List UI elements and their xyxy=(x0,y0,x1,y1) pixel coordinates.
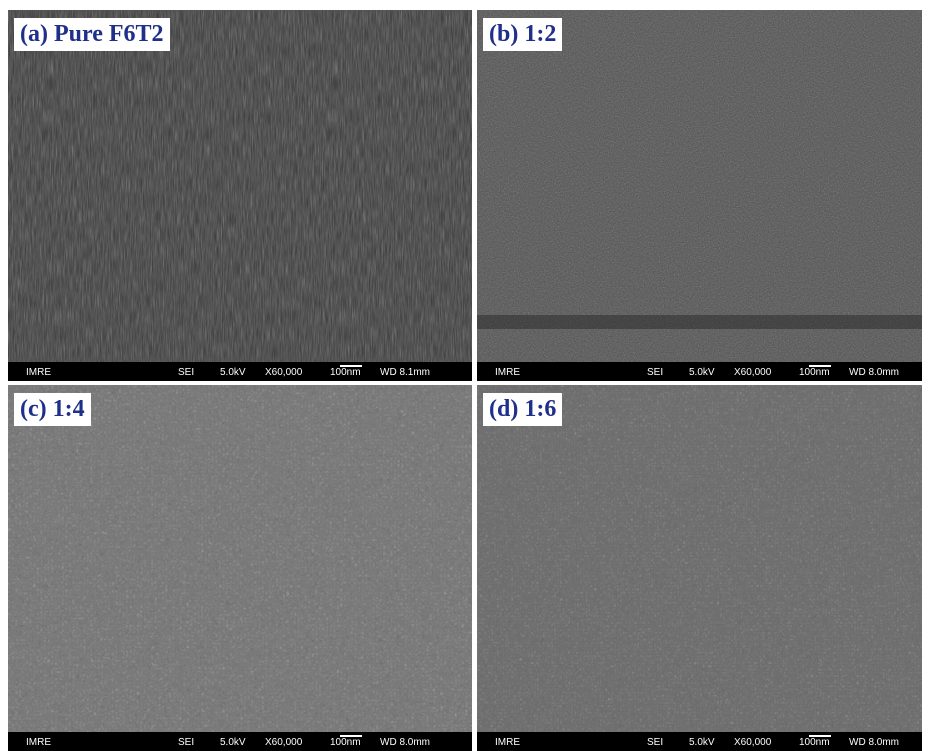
scale-bar xyxy=(340,735,362,737)
micrograph-texture xyxy=(8,10,472,362)
micrograph xyxy=(8,10,472,362)
info-bar: IMRE SEI 5.0kV X60,000 100nm WD 8.0mm xyxy=(8,732,472,751)
scale-bar xyxy=(340,365,362,367)
page: (a) Pure F6T2 IMRE SEI 5.0kV X60,000 100nm WD … xyxy=(0,0,931,751)
scan-streak xyxy=(477,315,922,329)
lab-name: IMRE xyxy=(26,367,51,378)
scale-bar xyxy=(809,365,831,367)
detector: SEI xyxy=(647,737,663,748)
working-distance: WD 8.1mm xyxy=(380,367,430,378)
sem-panel: (a) Pure F6T2 IMRE SEI 5.0kV X60,000 100nm WD … xyxy=(8,10,472,381)
lab-name: IMRE xyxy=(495,367,520,378)
detector: SEI xyxy=(647,367,663,378)
scale-bar-label: 100nm xyxy=(330,367,361,378)
voltage: 5.0kV xyxy=(220,737,246,748)
voltage: 5.0kV xyxy=(689,367,715,378)
scale-bar-label: 100nm xyxy=(799,367,830,378)
lab-name: IMRE xyxy=(495,737,520,748)
working-distance: WD 8.0mm xyxy=(380,737,430,748)
scale-bar xyxy=(809,735,831,737)
micrograph xyxy=(477,385,922,732)
magnification: X60,000 xyxy=(734,367,771,378)
working-distance: WD 8.0mm xyxy=(849,367,899,378)
panel-label: (d) 1:6 xyxy=(483,393,562,426)
working-distance: WD 8.0mm xyxy=(849,737,899,748)
micrograph xyxy=(8,385,472,732)
detector: SEI xyxy=(178,367,194,378)
panel-label: (c) 1:4 xyxy=(14,393,91,426)
info-bar: IMRE SEI 5.0kV X60,000 100nm WD 8.1mm xyxy=(8,362,472,381)
voltage: 5.0kV xyxy=(689,737,715,748)
micrograph-texture xyxy=(477,10,922,362)
micrograph-texture xyxy=(477,385,922,732)
panel-label: (a) Pure F6T2 xyxy=(14,18,170,51)
voltage: 5.0kV xyxy=(220,367,246,378)
micrograph xyxy=(477,10,922,362)
sem-panel: (c) 1:4 IMRE SEI 5.0kV X60,000 100nm WD 8.0mm xyxy=(8,385,472,751)
sem-panel: (b) 1:2 IMRE SEI 5.0kV X60,000 100nm WD 8.0mm xyxy=(477,10,922,381)
magnification: X60,000 xyxy=(265,737,302,748)
lab-name: IMRE xyxy=(26,737,51,748)
scale-bar-label: 100nm xyxy=(330,737,361,748)
sem-panel: (d) 1:6 IMRE SEI 5.0kV X60,000 100nm WD 8.0mm xyxy=(477,385,922,751)
micrograph-texture xyxy=(8,385,472,732)
detector: SEI xyxy=(178,737,194,748)
info-bar: IMRE SEI 5.0kV X60,000 100nm WD 8.0mm xyxy=(477,732,922,751)
panel-label: (b) 1:2 xyxy=(483,18,562,51)
scale-bar-label: 100nm xyxy=(799,737,830,748)
magnification: X60,000 xyxy=(734,737,771,748)
magnification: X60,000 xyxy=(265,367,302,378)
info-bar: IMRE SEI 5.0kV X60,000 100nm WD 8.0mm xyxy=(477,362,922,381)
